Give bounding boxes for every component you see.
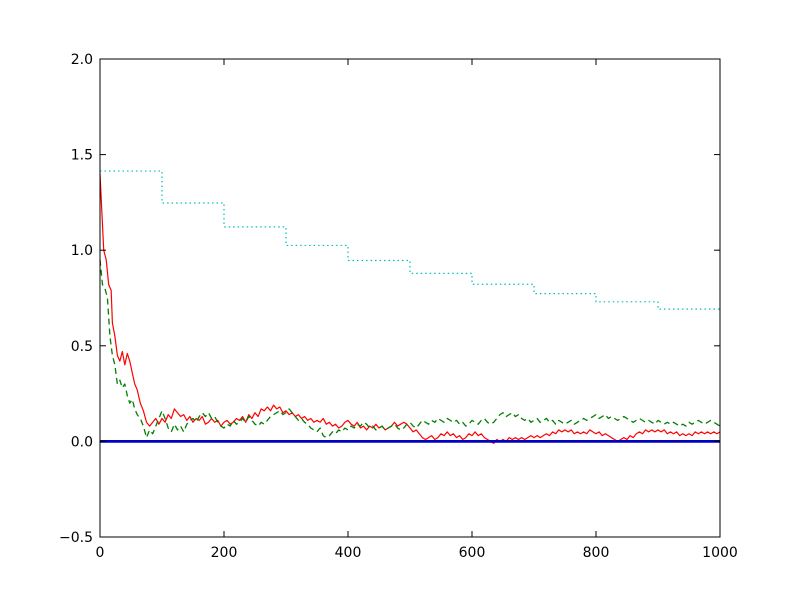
y-tick-label: 1.5: [71, 148, 93, 164]
series-layer: [99, 170, 721, 444]
y-tick-label: 2.0: [71, 52, 93, 68]
x-tick-label: 0: [96, 545, 105, 561]
y-tick-label: 0.0: [71, 434, 93, 450]
series-cyan-dotted: [100, 170, 720, 310]
plot-frame: [99, 58, 721, 538]
series-green-dashed: [99, 259, 721, 439]
x-tick-label: 600: [459, 545, 486, 561]
y-tick-label: 0.5: [71, 339, 93, 355]
x-tick-label: 1000: [702, 545, 738, 561]
x-tick-label: 400: [335, 545, 362, 561]
y-tick-label: −0.5: [59, 530, 93, 546]
series-red-solid: [99, 173, 721, 444]
x-tick-label: 800: [583, 545, 610, 561]
x-axis: 0 200 400 600 800 1000: [96, 59, 738, 561]
x-tick-label: 200: [211, 545, 238, 561]
y-axis: −0.5 0.0 0.5 1.0 1.5 2.0: [59, 52, 720, 546]
y-tick-label: 1.0: [71, 243, 93, 259]
